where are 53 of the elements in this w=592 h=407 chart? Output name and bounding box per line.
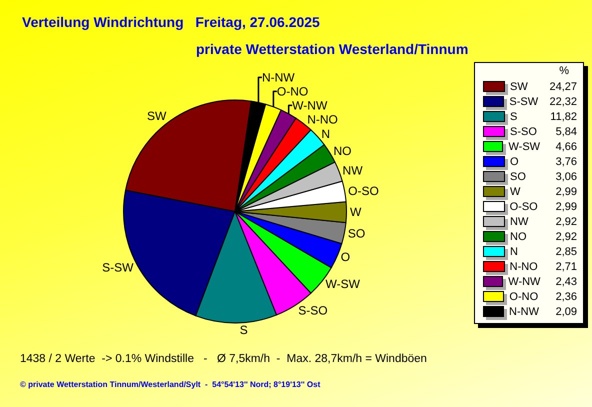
- data-label: 2,85: [554, 246, 578, 258]
- data-label: 24,27: [548, 80, 578, 92]
- legend-label: SO: [510, 170, 527, 182]
- slice-label: S-SW: [102, 260, 134, 275]
- data-label: 2,99: [554, 200, 578, 212]
- data-label: 3,76: [554, 156, 578, 168]
- legend-label: W: [510, 186, 522, 198]
- legend-label: NW: [510, 216, 530, 228]
- data-label: 2,99: [554, 186, 578, 198]
- legend-label: O-NO: [509, 290, 538, 302]
- legend-label: O: [510, 156, 520, 168]
- data-label: 3,06: [554, 170, 578, 182]
- slice-label: NW: [342, 164, 364, 178]
- slice-label: SO: [348, 226, 366, 240]
- legend-label: O-SO: [510, 200, 538, 212]
- legend-label: S: [510, 110, 518, 122]
- slice-label: S-SO: [298, 304, 328, 318]
- slice-label: N-NW: [262, 70, 296, 84]
- legend-title: %: [558, 65, 570, 79]
- chart-subtitle: private Wetterstation Westerland/Tinnum: [196, 41, 468, 57]
- legend-label: N-NW: [509, 306, 539, 318]
- slice-label: W-SW: [326, 276, 361, 291]
- data-label: 2,92: [554, 216, 578, 228]
- legend-label: N-NO: [510, 260, 538, 272]
- slice-label: O-NO: [276, 84, 308, 98]
- slice-label: SW: [147, 108, 168, 123]
- slice-label: S: [240, 322, 248, 337]
- legend-label: W-SW: [508, 140, 540, 152]
- legend-label: SW: [510, 80, 529, 92]
- data-label: 22,32: [548, 96, 578, 108]
- text: © private Wetterstation Tinnum/Westerland/Sylt - 54°54'13'' Nord; 8°19'13'' Ost: [20, 380, 320, 389]
- slice-label: N: [321, 126, 330, 141]
- slice-label: W-NW: [292, 98, 328, 112]
- data-label: 2,71: [554, 260, 578, 272]
- data-label: 4,66: [554, 140, 578, 152]
- legend-label: N: [510, 246, 519, 258]
- data-label: 2,92: [554, 230, 578, 242]
- data-label: 2,09: [554, 306, 578, 318]
- legend-label: S-SO: [510, 126, 537, 138]
- slice-label: N-NO: [307, 112, 338, 126]
- data-label: 2,43: [554, 276, 578, 288]
- data-label: 5,84: [554, 126, 578, 138]
- data-label: 11,82: [549, 110, 578, 122]
- slice-label: O: [340, 250, 350, 264]
- slice-label: O-SO: [348, 184, 379, 198]
- legend-label: W-NW: [508, 276, 540, 288]
- legend-label: NO: [510, 230, 528, 242]
- data-label: 2,36: [554, 290, 578, 302]
- legend-label: S-SW: [509, 96, 538, 108]
- text: 1438 / 2 Werte -> 0.1% Windstille - Ø 7,5km/h - Max. 28,7km/h = Windböen: [20, 353, 427, 365]
- slice-label: W: [350, 205, 362, 220]
- slice-label: NO: [333, 144, 352, 158]
- chart-title: Verteilung Windrichtung Freitag, 27.06.2025: [22, 14, 320, 30]
